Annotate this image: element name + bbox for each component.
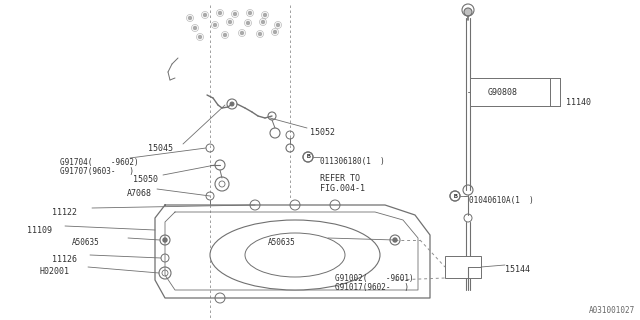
Circle shape: [248, 12, 252, 14]
Text: 011306180(1  ): 011306180(1 ): [320, 157, 385, 166]
Circle shape: [163, 238, 167, 242]
Circle shape: [230, 102, 234, 106]
Circle shape: [241, 31, 243, 35]
Bar: [445, 256, 481, 278]
Circle shape: [276, 23, 280, 27]
Text: B: B: [306, 155, 310, 159]
Text: B: B: [453, 194, 457, 198]
Text: G91707(9603-   ): G91707(9603- ): [60, 167, 134, 176]
Text: 11140: 11140: [566, 98, 591, 107]
Text: 11109: 11109: [27, 226, 52, 235]
Text: A031001027: A031001027: [589, 306, 635, 315]
Circle shape: [262, 20, 264, 23]
Circle shape: [273, 30, 276, 34]
Circle shape: [218, 12, 221, 14]
Text: 15144: 15144: [505, 265, 530, 274]
Text: G91002(    -9601): G91002( -9601): [335, 274, 413, 283]
Ellipse shape: [245, 233, 345, 277]
Circle shape: [264, 13, 266, 17]
Circle shape: [393, 238, 397, 242]
Circle shape: [228, 20, 232, 23]
Circle shape: [223, 34, 227, 36]
Text: 11126: 11126: [52, 255, 77, 264]
Circle shape: [464, 8, 472, 16]
Text: G90808: G90808: [488, 88, 518, 97]
Circle shape: [189, 17, 191, 20]
Circle shape: [204, 13, 207, 17]
Circle shape: [246, 21, 250, 25]
Text: 15052: 15052: [310, 128, 335, 137]
Text: 15050: 15050: [133, 175, 158, 184]
Circle shape: [193, 27, 196, 29]
Text: A50635: A50635: [72, 238, 100, 247]
Bar: [470, 78, 550, 106]
Text: G91017(9602-   ): G91017(9602- ): [335, 283, 409, 292]
Circle shape: [198, 36, 202, 38]
Text: A7068: A7068: [127, 189, 152, 198]
Text: REFER TO: REFER TO: [320, 174, 360, 183]
Circle shape: [259, 33, 262, 36]
Text: H02001: H02001: [40, 267, 70, 276]
Text: 15045: 15045: [148, 144, 173, 153]
Text: B: B: [306, 155, 310, 159]
Circle shape: [214, 23, 216, 27]
Text: A50635: A50635: [268, 238, 296, 247]
Text: 11122: 11122: [52, 208, 77, 217]
Text: G91704(    -9602): G91704( -9602): [60, 158, 139, 167]
Text: B: B: [453, 194, 457, 198]
Ellipse shape: [210, 220, 380, 290]
Text: 01040610A(1  ): 01040610A(1 ): [469, 196, 534, 205]
Text: FIG.004-1: FIG.004-1: [320, 184, 365, 193]
Circle shape: [234, 12, 237, 15]
